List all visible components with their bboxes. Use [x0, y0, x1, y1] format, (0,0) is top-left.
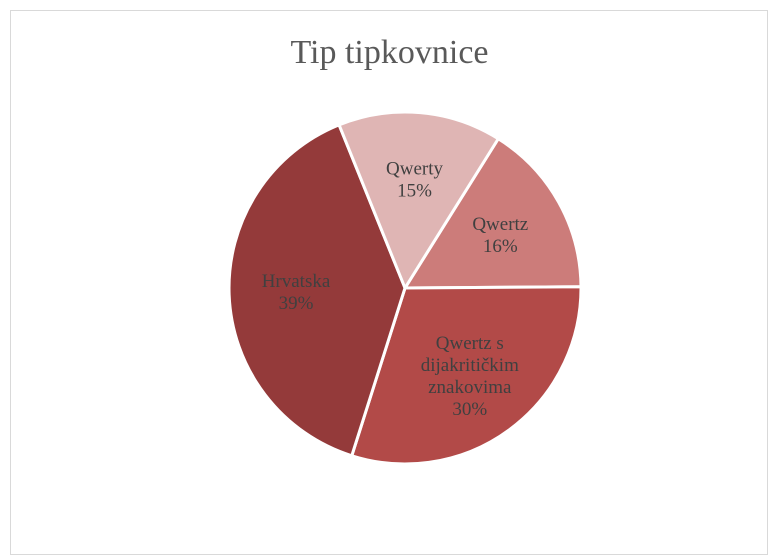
slice-value-label: 39%: [279, 293, 314, 314]
slice-category-label: Qwertz: [472, 214, 528, 235]
slice-value-label: 16%: [483, 236, 518, 257]
slice-value-label: 30%: [452, 399, 487, 420]
pie-slice-4: [337, 110, 500, 290]
slice-category-label: dijakritičkim: [421, 355, 519, 376]
pie-slice-2: [350, 285, 583, 466]
slice-category-label: znakovima: [428, 377, 512, 398]
chart-title: Tip tipkovnice: [290, 34, 489, 71]
pie-labels: Qwertz 16%Qwertz s dijakritičkim znakovima 3…: [262, 158, 529, 420]
pie-slice-3: [227, 123, 407, 458]
slice-label-2: Qwertz s dijakritičkim znakovima 30%: [421, 333, 519, 420]
slice-category-label: Hrvatska: [262, 271, 331, 292]
slice-value-label: 15%: [397, 180, 432, 201]
slice-label-1: Qwertz 16%: [472, 214, 528, 257]
slice-category-label: Qwerty: [386, 158, 443, 179]
slice-label-3: Hrvatska 39%: [262, 271, 331, 314]
slice-category-label: Qwertz s: [436, 333, 504, 354]
slice-label-4: Qwerty 15%: [386, 158, 443, 201]
pie-slice-1: [403, 137, 583, 290]
pie-slices: [227, 110, 583, 466]
